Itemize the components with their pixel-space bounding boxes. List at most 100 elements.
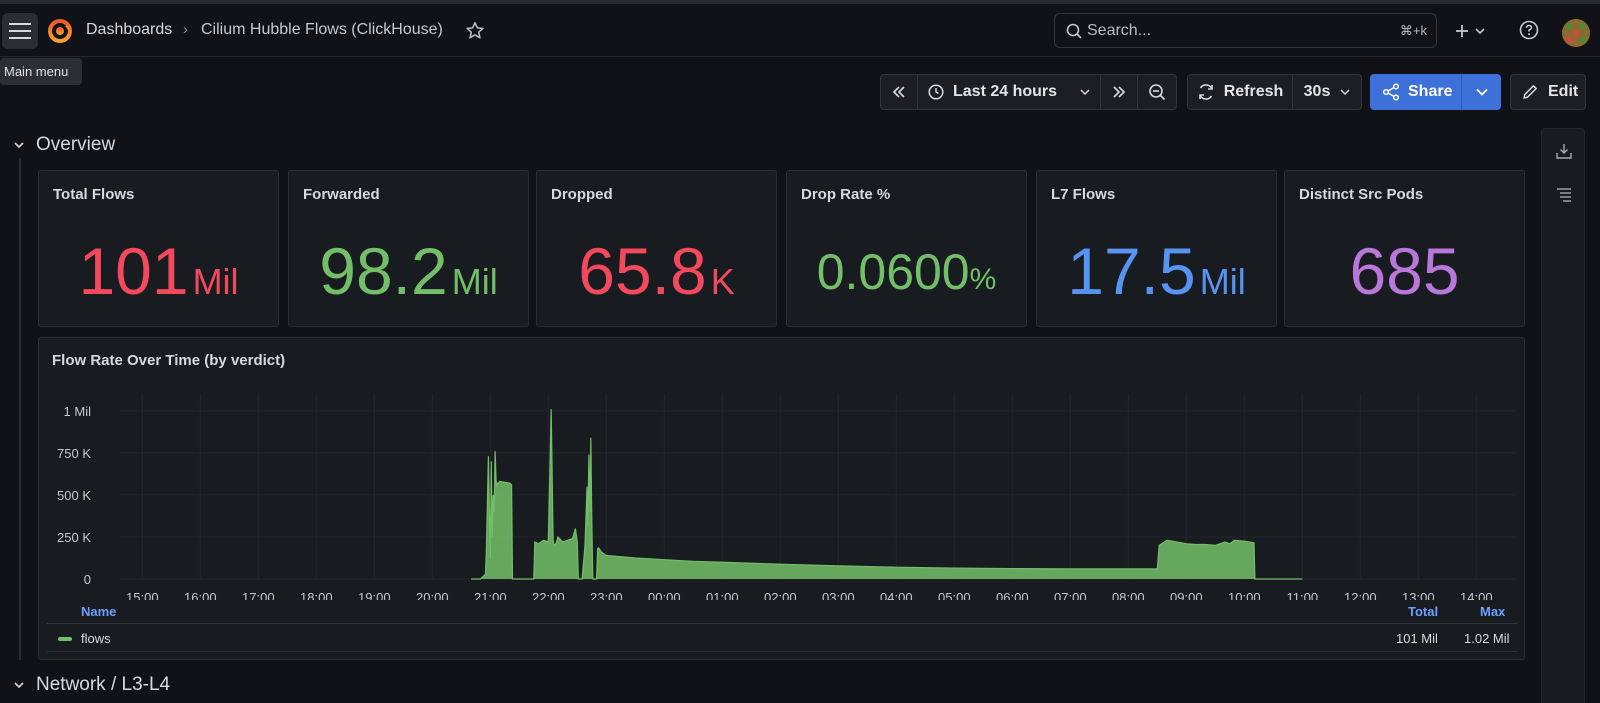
x-tick-label: 07:00 [1054,590,1087,600]
flow-rate-panel[interactable]: Flow Rate Over Time (by verdict) 15:00 16… [38,337,1525,660]
legend-max-header[interactable]: Max [1480,604,1506,619]
search-icon [1066,23,1082,39]
chevron-down-icon [1080,89,1090,96]
share-options-button[interactable] [1462,74,1501,110]
top-edge [0,0,1600,4]
series-line-flows [471,409,1303,580]
legend-series-max: 1.02 Mil [1464,631,1510,646]
download-icon[interactable] [1555,142,1573,160]
share-label: Share [1408,83,1453,100]
stat-unit: Mil [1199,261,1246,302]
stat-title: Forwarded [303,186,380,203]
main-menu-tooltip: Main menu [0,58,82,85]
x-tick-label: 03:00 [822,590,855,600]
x-tick-label: 19:00 [358,590,391,600]
avatar-icon [1562,19,1590,47]
pencil-icon [1523,85,1537,99]
stat-unit: Mil [192,261,239,302]
stat-panel-total-flows[interactable]: Total Flows 101 Mil [38,170,279,327]
stat-title: Drop Rate % [801,186,891,203]
top-bar: Dashboards › Cilium Hubble Flows (ClickH… [0,4,1600,57]
edit-label: Edit [1548,83,1579,100]
stat-unit: K [710,261,735,302]
legend-series-name[interactable]: flows [81,631,111,646]
user-avatar[interactable] [1562,19,1590,47]
search-shortcut: ⌘+k [1399,23,1427,38]
x-tick-label: 17:00 [242,590,275,600]
panel-title: Flow Rate Over Time (by verdict) [52,352,286,369]
series-area-flows[interactable] [471,409,1303,579]
x-tick-label: 21:00 [474,590,507,600]
stat-value: 101 Mil [39,233,278,309]
x-tick-label: 09:00 [1170,590,1203,600]
legend-bottom-divider [47,651,1517,652]
plus-icon [1456,25,1485,37]
y-tick-label: 0 [84,572,91,587]
stat-number: 685 [1349,234,1460,308]
share-button[interactable]: Share [1370,74,1462,110]
zoom-out-button[interactable] [1138,75,1176,109]
stat-panel-drop-rate[interactable]: Drop Rate % 0.0600% [786,170,1027,327]
x-tick-label: 01:00 [706,590,739,600]
row-overview-title: Overview [36,134,116,155]
y-tick-label: 500 K [57,488,91,503]
stat-title: Dropped [551,186,613,203]
stat-value: 65.8 K [537,233,776,309]
stat-value: 685 [1285,233,1524,309]
stat-number: 65.8 [578,234,707,308]
main-menu-button[interactable] [2,13,38,49]
breadcrumb-dashboards[interactable]: Dashboards [86,21,173,38]
stat-value: 0.0600% [787,243,1026,301]
refresh-label: Refresh [1223,83,1284,100]
outline-list-icon[interactable] [1555,185,1573,203]
x-tick-label: 13:00 [1402,590,1435,600]
legend-series-total: 101 Mil [1396,631,1438,646]
x-tick-label: 18:00 [300,590,333,600]
x-tick-label: 05:00 [938,590,971,600]
grafana-logo-icon[interactable] [46,17,74,45]
chevron-down-icon [14,682,24,689]
search-placeholder: Search... [1087,22,1152,39]
x-tick-label: 22:00 [532,590,565,600]
row-overview-header[interactable]: Overview [14,134,115,156]
time-back-button[interactable] [881,75,918,109]
flow-rate-chart[interactable]: 15:00 16:00 17:00 18:00 19:00 20:00 21:00 22:00… [39,338,1526,600]
time-range-label: Last 24 hours [953,83,1058,100]
legend-total-header[interactable]: Total [1408,604,1439,619]
search-input[interactable]: Search... ⌘+k [1054,13,1437,48]
double-chevron-right-icon [1113,86,1126,98]
stat-panel-l7-flows[interactable]: L7 Flows 17.5 Mil [1036,170,1277,327]
help-icon[interactable] [1518,19,1540,41]
refresh-interval-picker[interactable]: 30s [1293,75,1361,109]
x-tick-label: 16:00 [184,590,217,600]
x-tick-label: 23:00 [590,590,623,600]
legend-name-header[interactable]: Name [81,604,117,619]
refresh-interval-label: 30s [1303,83,1331,100]
x-tick-label: 06:00 [996,590,1029,600]
add-button[interactable] [1451,16,1491,46]
hamburger-icon [9,23,31,39]
stat-panel-distinct-src-pods[interactable]: Distinct Src Pods 685 [1284,170,1525,327]
row-network-header[interactable]: Network / L3-L4 [14,674,170,696]
stat-panel-forwarded[interactable]: Forwarded 98.2 Mil [288,170,529,327]
dashboard-outline-rail [1541,128,1585,703]
time-range-picker[interactable]: Last 24 hours [918,75,1101,109]
star-icon[interactable] [464,20,486,42]
breadcrumb-page-title: Cilium Hubble Flows (ClickHouse) [201,21,443,38]
chevron-down-icon [1475,88,1488,96]
legend-color-swatch [58,637,72,641]
refresh-button[interactable]: Refresh [1188,75,1293,109]
y-tick-label: 250 K [57,530,91,545]
x-tick-label: 15:00 [126,590,159,600]
edit-button[interactable]: Edit [1510,74,1586,110]
x-tick-label: 12:00 [1344,590,1377,600]
stat-number: 98.2 [319,234,448,308]
zoom-out-icon [1149,84,1166,101]
stat-unit: % [969,263,997,296]
time-forward-button[interactable] [1101,75,1138,109]
share-icon [1382,83,1400,101]
stat-title: Distinct Src Pods [1299,186,1424,203]
stat-title: Total Flows [53,186,135,203]
stat-number: 0.0600 [816,244,970,300]
stat-panel-dropped[interactable]: Dropped 65.8 K [536,170,777,327]
